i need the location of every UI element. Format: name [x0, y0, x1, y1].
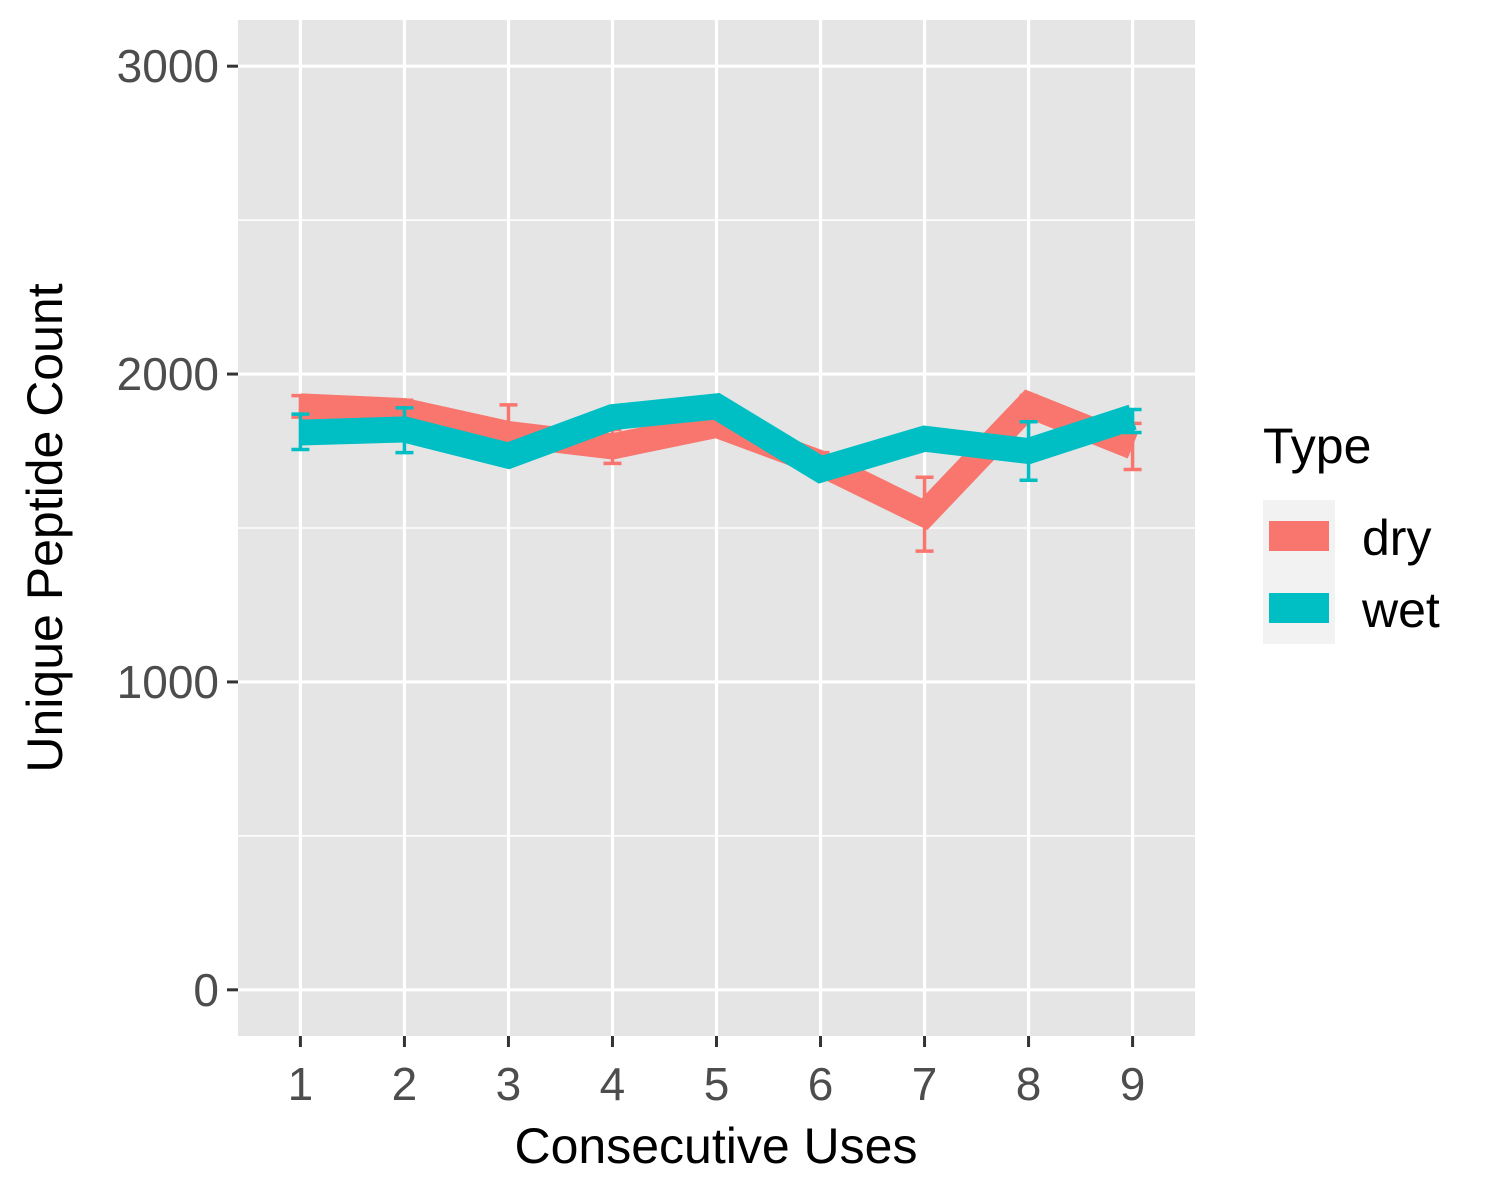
x-tick-label: 2 [392, 1058, 418, 1110]
y-tick-label: 1000 [117, 656, 219, 708]
x-axis: 1 2 3 4 5 6 7 8 9 [288, 1036, 1146, 1110]
legend: Type dry wet [1263, 418, 1440, 644]
y-tick-label: 3000 [117, 40, 219, 92]
x-tick-label: 6 [808, 1058, 834, 1110]
x-tick-label: 5 [704, 1058, 730, 1110]
x-tick-label: 8 [1016, 1058, 1042, 1110]
x-tick-label: 1 [288, 1058, 314, 1110]
legend-key-wet [1269, 593, 1329, 623]
legend-label-wet: wet [1361, 582, 1440, 638]
y-tick-label: 0 [193, 964, 219, 1016]
x-tick-label: 3 [496, 1058, 522, 1110]
series-line-wet [300, 393, 1137, 484]
legend-label-dry: dry [1362, 510, 1431, 566]
y-axis: 0 1000 2000 3000 [117, 40, 238, 1016]
y-tick-label: 2000 [117, 348, 219, 400]
x-tick-label: 9 [1120, 1058, 1146, 1110]
x-tick-label: 4 [600, 1058, 626, 1110]
legend-key-dry [1269, 521, 1329, 551]
legend-title: Type [1263, 418, 1371, 474]
y-axis-title: Unique Peptide Count [17, 283, 73, 772]
x-tick-label: 7 [912, 1058, 938, 1110]
x-axis-title: Consecutive Uses [515, 1118, 918, 1174]
series-layer [291, 389, 1142, 553]
series-wet [291, 393, 1142, 484]
